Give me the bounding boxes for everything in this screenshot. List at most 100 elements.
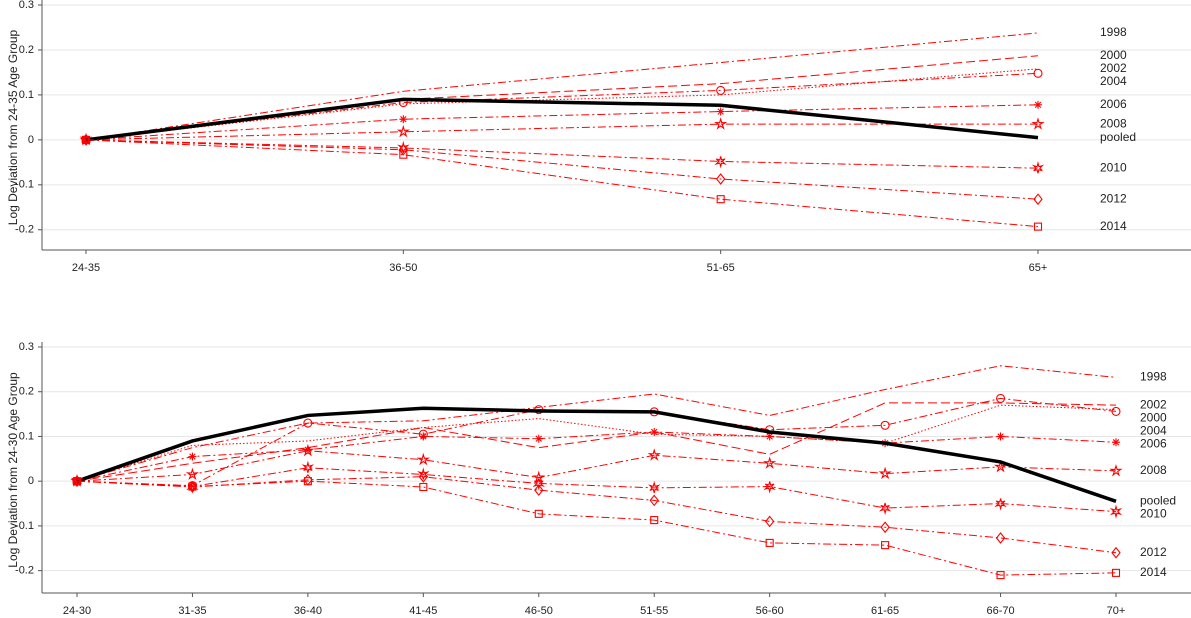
series-label: 1998 (1100, 25, 1127, 39)
x-tick-label: 24-35 (72, 262, 100, 274)
marker (396, 124, 410, 138)
series-label: pooled (1140, 493, 1176, 507)
marker-shape (400, 115, 407, 123)
y-tick-label: 0 (28, 134, 34, 146)
marker-shape (994, 498, 1007, 511)
marker (996, 432, 1005, 441)
x-tick-label: 46-50 (525, 605, 553, 617)
series-line (85, 139, 1039, 200)
marker (1111, 406, 1121, 416)
marker (188, 452, 197, 461)
x-tick-label: 65+ (1029, 262, 1048, 274)
marker-shape (419, 482, 428, 492)
marker-shape (996, 571, 1005, 580)
marker-shape (763, 456, 777, 469)
marker-shape (881, 541, 890, 550)
marker (399, 115, 408, 124)
marker-shape (995, 532, 1006, 544)
marker (1033, 222, 1043, 231)
marker-shape (1109, 504, 1123, 519)
series-label: 2000 (1100, 48, 1127, 62)
marker (1033, 193, 1043, 206)
y-tick-label: 0.1 (19, 430, 34, 442)
marker (1031, 117, 1045, 130)
marker-shape (1109, 464, 1123, 477)
marker (72, 477, 82, 486)
marker (994, 498, 1007, 511)
marker-shape (763, 481, 776, 494)
series-label: 2014 (1140, 565, 1167, 579)
marker-shape (185, 467, 200, 481)
series-label: 2012 (1100, 191, 1127, 205)
series-line (85, 55, 1039, 141)
marker-shape (714, 117, 728, 130)
marker-shape (766, 433, 773, 440)
marker-shape (878, 502, 892, 516)
marker (995, 532, 1006, 544)
marker (417, 467, 430, 480)
series-line (76, 365, 1117, 482)
marker-shape (1033, 68, 1043, 78)
marker-shape (72, 475, 82, 488)
marker (1033, 68, 1043, 78)
marker (1034, 100, 1042, 109)
marker (185, 467, 200, 481)
marker-shape (878, 466, 892, 480)
marker (763, 481, 776, 494)
series-label: 2000 (1140, 410, 1167, 424)
marker-shape (399, 150, 408, 159)
marker (765, 538, 774, 547)
marker (715, 173, 726, 185)
series-label: 1998 (1140, 370, 1167, 384)
marker (650, 516, 659, 525)
marker (996, 393, 1006, 403)
series-label: 2006 (1140, 436, 1167, 450)
series-label: 2004 (1100, 74, 1127, 88)
marker (764, 515, 775, 528)
marker-shape (1111, 568, 1121, 577)
y-tick-label: 0 (28, 475, 34, 487)
marker-shape (303, 418, 313, 428)
series-label: pooled (1100, 130, 1136, 144)
marker (649, 494, 659, 507)
y-tick-label: -0.2 (15, 224, 34, 236)
marker (419, 482, 428, 492)
marker (880, 521, 890, 534)
marker (416, 452, 430, 466)
marker (534, 509, 543, 518)
x-tick-label: 51-65 (707, 262, 735, 274)
marker (714, 117, 728, 130)
marker-shape (534, 509, 543, 518)
series-line (85, 139, 1039, 169)
y-tick-label: 0.3 (19, 341, 34, 353)
marker (878, 502, 892, 516)
marker-shape (1031, 161, 1045, 174)
marker (1031, 161, 1045, 174)
marker-shape (398, 143, 409, 156)
series-line (85, 32, 1039, 141)
marker (716, 107, 725, 116)
series-label: 2010 (1140, 506, 1167, 520)
marker-shape (716, 195, 725, 204)
series-line (76, 450, 1117, 482)
marker (399, 150, 408, 159)
marker-shape (535, 435, 542, 442)
marker (301, 443, 315, 457)
marker (1109, 504, 1123, 519)
marker (716, 85, 726, 95)
marker-shape (996, 393, 1006, 403)
marker (303, 477, 312, 486)
marker-shape (532, 478, 545, 491)
marker (714, 156, 727, 169)
marker (1112, 438, 1120, 447)
marker (880, 420, 890, 430)
series-label: 2010 (1100, 160, 1127, 174)
marker (1109, 464, 1123, 477)
marker-shape (417, 467, 430, 480)
marker-shape (188, 482, 197, 491)
marker (647, 448, 661, 461)
marker-shape (81, 133, 91, 146)
series-line (85, 104, 1039, 141)
marker (303, 418, 313, 428)
